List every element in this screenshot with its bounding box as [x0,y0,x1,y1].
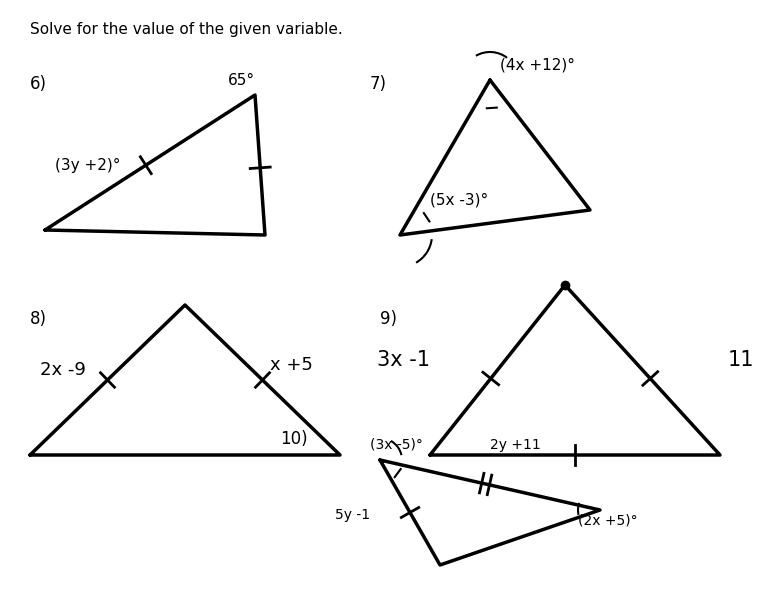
Text: x +5: x +5 [270,356,313,374]
Text: 65°: 65° [228,73,255,88]
Text: (3y +2)°: (3y +2)° [55,158,121,173]
Text: 8): 8) [30,310,47,328]
Text: 10): 10) [280,430,307,448]
Text: 2y +11: 2y +11 [490,438,540,452]
Text: 7): 7) [370,75,387,93]
Text: 5y -1: 5y -1 [335,508,370,522]
Text: 9): 9) [380,310,397,328]
Text: (2x +5)°: (2x +5)° [578,513,638,527]
Text: 6): 6) [30,75,47,93]
Text: 11: 11 [728,350,754,370]
Text: 3x -1: 3x -1 [377,350,430,370]
Text: (5x -3)°: (5x -3)° [430,193,488,208]
Text: (4x +12)°: (4x +12)° [500,57,575,72]
Text: (3x -5)°: (3x -5)° [370,438,423,452]
Text: 2x -9: 2x -9 [40,361,86,379]
Text: Solve for the value of the given variable.: Solve for the value of the given variabl… [30,22,343,37]
